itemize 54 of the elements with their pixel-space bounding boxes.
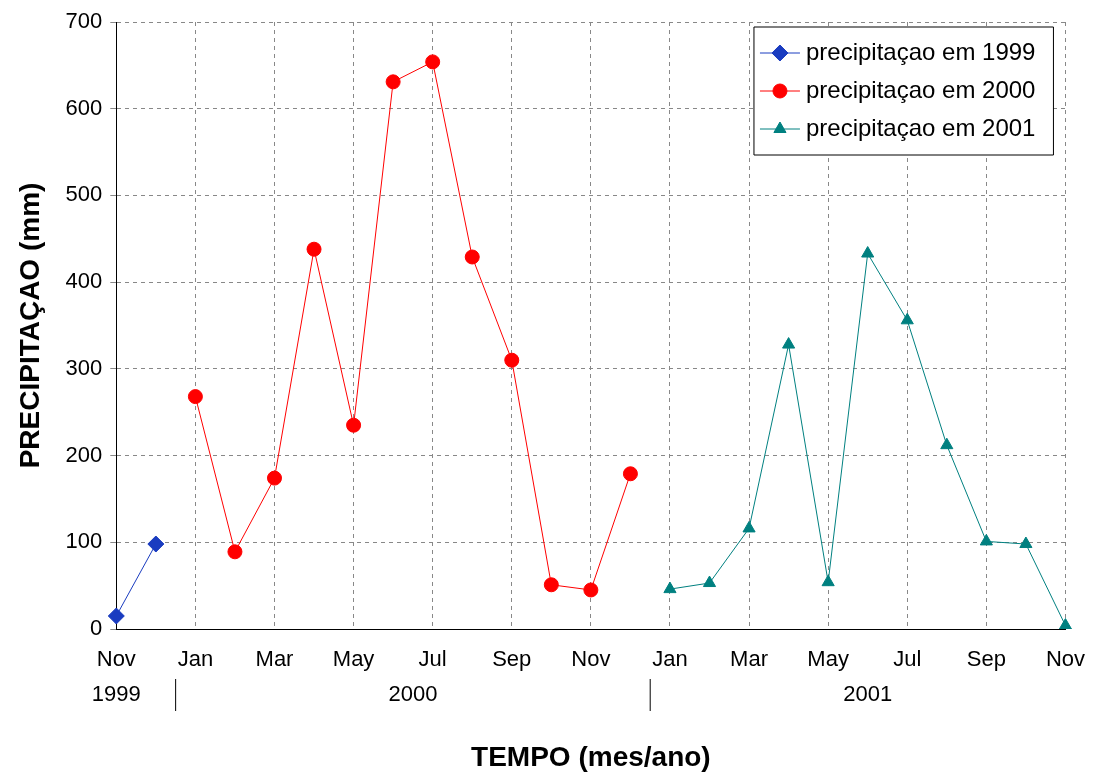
point <box>346 417 362 433</box>
point <box>663 581 677 594</box>
y-tick-label: 600 <box>65 94 103 120</box>
point <box>504 352 520 368</box>
text: 2000 <box>388 681 438 707</box>
point <box>543 577 559 593</box>
point <box>107 607 125 625</box>
point <box>227 544 243 560</box>
y-tick-label: 100 <box>65 528 103 554</box>
legend-label: precipitaçao em 2001 <box>805 113 1036 141</box>
y-tick-label: 300 <box>65 354 103 380</box>
text: 2001 <box>843 681 893 707</box>
legend-label: precipitaçao em 1999 <box>805 37 1036 65</box>
point <box>385 74 401 90</box>
y-axis-title: PRECIPITAÇAO (mm) <box>13 182 45 469</box>
point <box>583 582 599 598</box>
point <box>900 312 914 325</box>
point <box>1019 536 1033 549</box>
point <box>425 54 441 70</box>
point <box>622 466 638 482</box>
y-tick-label: 500 <box>65 181 103 207</box>
x-tick-label: Jan <box>652 646 688 672</box>
x-tick-label: Sep <box>966 646 1006 672</box>
point <box>187 389 203 405</box>
y-tick-label: 0 <box>90 615 103 641</box>
point <box>1058 618 1072 629</box>
x-tick-label: May <box>807 646 849 672</box>
x-tick-label: Nov <box>96 646 136 672</box>
x-tick-label: Nov <box>1045 646 1085 672</box>
x-axis-title: TEMPO (mes/ano) <box>471 740 711 772</box>
point <box>940 437 954 450</box>
x-tick-label: Mar <box>730 646 769 672</box>
point <box>147 535 165 553</box>
x-tick-label: Sep <box>492 646 532 672</box>
point <box>464 249 480 265</box>
point <box>861 246 875 258</box>
point <box>267 470 282 486</box>
x-tick-label: Jul <box>893 646 922 672</box>
y-tick-label: 400 <box>65 268 103 294</box>
point <box>782 337 796 349</box>
x-tick-label: Mar <box>255 646 294 672</box>
x-tick-label: May <box>332 646 375 672</box>
y-tick-label: 700 <box>65 8 103 34</box>
point <box>979 533 993 546</box>
y-tick-label: 200 <box>65 441 103 467</box>
point <box>306 241 322 257</box>
point <box>821 574 835 587</box>
legend-label: precipitaçao em 2000 <box>805 75 1036 103</box>
point <box>702 575 717 588</box>
point <box>742 520 756 533</box>
x-tick-label: Jan <box>177 646 214 672</box>
x-tick-label: Nov <box>571 646 611 672</box>
x-tick-label: Jul <box>418 646 447 672</box>
text: 1999 <box>91 681 141 707</box>
